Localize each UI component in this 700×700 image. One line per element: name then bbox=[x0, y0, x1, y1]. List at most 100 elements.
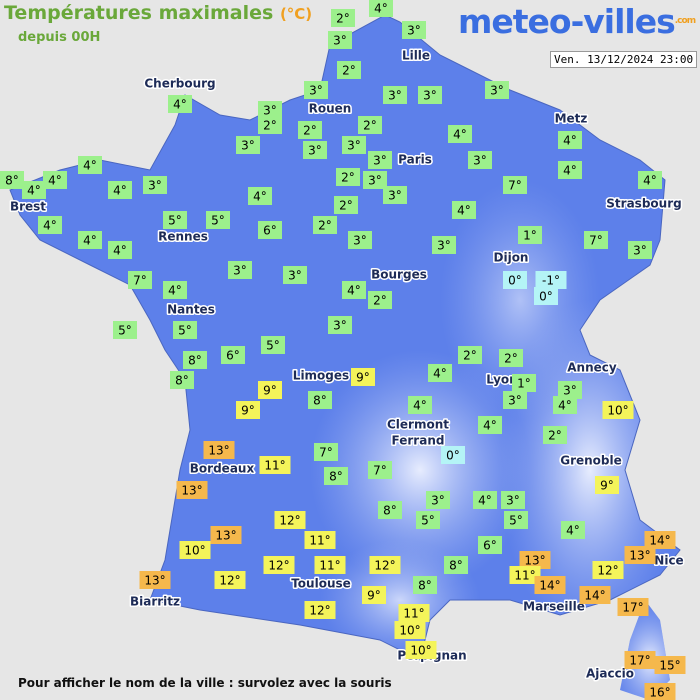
temperature-box bbox=[303, 141, 327, 159]
temperature: 3° bbox=[431, 494, 445, 508]
temperature: 7° bbox=[589, 234, 603, 248]
temperature-box bbox=[328, 316, 352, 334]
logo-text: meteo-villes bbox=[458, 2, 676, 41]
temperature-box bbox=[624, 651, 656, 669]
coastline bbox=[9, 14, 681, 661]
temperature-box bbox=[78, 231, 102, 249]
temperature-box bbox=[236, 401, 260, 419]
temperature: 4° bbox=[113, 244, 127, 258]
temperature-box bbox=[368, 151, 392, 169]
temperature-box bbox=[298, 121, 322, 139]
temperature: 4° bbox=[113, 184, 127, 198]
temperature-box bbox=[553, 396, 577, 414]
temperature: 0° bbox=[446, 449, 460, 463]
temperature-box bbox=[468, 151, 492, 169]
city-name: Lille bbox=[402, 49, 430, 63]
temperature-box bbox=[334, 196, 358, 214]
temperature-box bbox=[314, 443, 338, 461]
temperature-box bbox=[163, 281, 187, 299]
temperature-box bbox=[558, 381, 582, 399]
temperature-box bbox=[503, 176, 527, 194]
city-name: Annecy bbox=[567, 361, 617, 375]
temperature-box bbox=[173, 321, 197, 339]
temperature-box bbox=[128, 271, 152, 289]
temperature: 3° bbox=[368, 174, 382, 188]
temperature: 2° bbox=[548, 429, 562, 443]
temperature: 2° bbox=[363, 119, 377, 133]
temperature-box bbox=[638, 171, 662, 189]
city-name: Biarritz bbox=[130, 595, 180, 609]
temperature-box bbox=[579, 586, 611, 604]
temperature-box bbox=[258, 101, 282, 119]
temperature: 4° bbox=[563, 164, 577, 178]
temperature: 4° bbox=[558, 399, 572, 413]
temperature: 3° bbox=[309, 84, 323, 98]
temperature-box bbox=[342, 136, 366, 154]
temperature: 5° bbox=[211, 214, 225, 228]
temperature: 4° bbox=[433, 367, 447, 381]
temperature: 4° bbox=[347, 284, 361, 298]
temperature: 7° bbox=[133, 274, 147, 288]
temperature-box bbox=[108, 241, 132, 259]
temperature: 4° bbox=[643, 174, 657, 188]
footer-note: Pour afficher le nom de la ville : survo… bbox=[18, 676, 392, 690]
city-name: Lyon bbox=[486, 373, 517, 387]
city-name: Brest bbox=[10, 200, 46, 214]
temperature: 13° bbox=[524, 554, 545, 568]
temperature: 3° bbox=[388, 189, 402, 203]
temperature: 15° bbox=[659, 659, 680, 673]
temperature: 9° bbox=[356, 371, 370, 385]
temperature-box bbox=[558, 161, 582, 179]
temperature: 3° bbox=[437, 239, 451, 253]
title-text: Températures maximales bbox=[4, 2, 274, 24]
temperature-box bbox=[444, 556, 468, 574]
temperature: 13° bbox=[629, 549, 650, 563]
temperature: 4° bbox=[173, 98, 187, 112]
temperature: 2° bbox=[303, 124, 317, 138]
city-name: Strasbourg bbox=[606, 197, 681, 211]
temperature-box bbox=[561, 521, 585, 539]
temperature-box bbox=[183, 351, 207, 369]
temperature-box bbox=[43, 171, 67, 189]
temperature-box bbox=[535, 271, 567, 289]
temperature: 5° bbox=[118, 324, 132, 338]
city-name: Metz bbox=[555, 112, 588, 126]
temperature-box bbox=[78, 156, 102, 174]
title: Températures maximales (°C) bbox=[4, 2, 312, 24]
temperature-box bbox=[214, 571, 246, 589]
temperature-box bbox=[428, 364, 452, 382]
temperature-box bbox=[304, 81, 328, 99]
temperature-box bbox=[328, 31, 352, 49]
temperature-box bbox=[441, 446, 465, 464]
temperature-box bbox=[398, 604, 430, 622]
temperature-box bbox=[228, 261, 252, 279]
temperature-box bbox=[628, 241, 652, 259]
temperature-box bbox=[413, 576, 437, 594]
temperature: 9° bbox=[600, 479, 614, 493]
temperature: 4° bbox=[27, 184, 41, 198]
temperature: 11° bbox=[319, 559, 340, 573]
city-name: Nantes bbox=[167, 303, 215, 317]
temperature-box bbox=[394, 621, 426, 639]
temperature-box bbox=[602, 401, 634, 419]
temperature-box bbox=[383, 186, 407, 204]
temperature: 2° bbox=[341, 171, 355, 185]
temperature: 16° bbox=[649, 686, 670, 700]
temperature-box bbox=[351, 368, 375, 386]
temperature: 4° bbox=[478, 494, 492, 508]
temperature: 13° bbox=[181, 484, 202, 498]
temperature: 14° bbox=[539, 579, 560, 593]
temperature-box bbox=[313, 216, 337, 234]
temperature-box bbox=[362, 586, 386, 604]
temperature-box bbox=[501, 491, 525, 509]
temperature-box bbox=[258, 116, 282, 134]
temperature-box bbox=[342, 281, 366, 299]
temperature-box bbox=[518, 226, 542, 244]
temperature: 2° bbox=[342, 64, 356, 78]
temperature: 13° bbox=[144, 574, 165, 588]
temperature: 5° bbox=[509, 514, 523, 528]
temperature: 3° bbox=[347, 139, 361, 153]
temperature: 13° bbox=[208, 444, 229, 458]
temperature-box bbox=[163, 211, 187, 229]
